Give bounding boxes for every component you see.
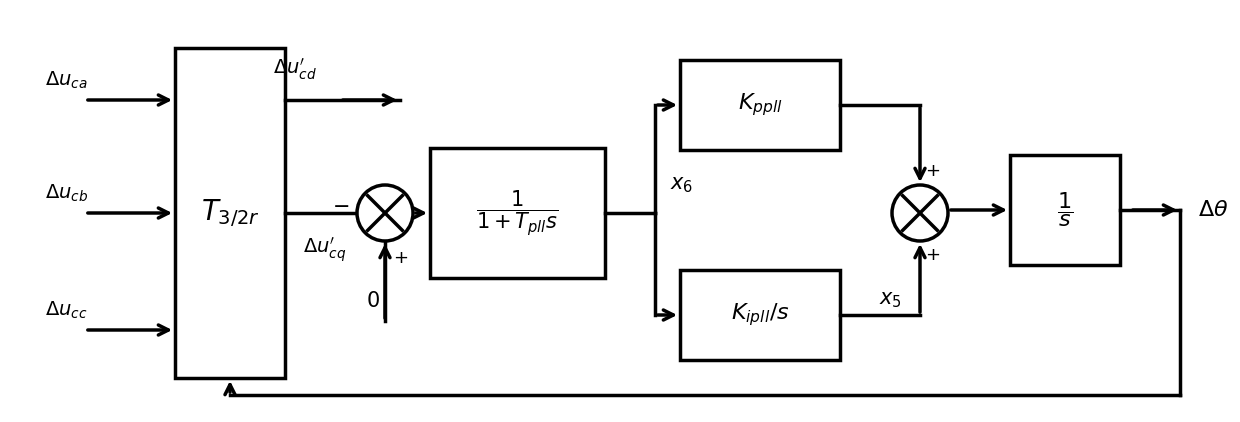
FancyBboxPatch shape: [1011, 155, 1120, 265]
Text: $0$: $0$: [366, 291, 379, 311]
Text: $x_6$: $x_6$: [670, 175, 693, 195]
Text: $\Delta u_{cb}$: $\Delta u_{cb}$: [45, 182, 88, 204]
Text: $\dfrac{1}{s}$: $\dfrac{1}{s}$: [1056, 190, 1073, 230]
FancyBboxPatch shape: [430, 148, 605, 278]
Text: $+$: $+$: [925, 246, 940, 264]
Circle shape: [892, 185, 949, 241]
FancyBboxPatch shape: [175, 48, 285, 378]
Text: $\dfrac{1}{1+T_{pll}s}$: $\dfrac{1}{1+T_{pll}s}$: [476, 188, 559, 238]
Text: $\Delta u_{cc}$: $\Delta u_{cc}$: [45, 299, 88, 321]
Text: $T_{3/2r}$: $T_{3/2r}$: [201, 197, 259, 229]
Text: $\Delta\theta$: $\Delta\theta$: [1198, 200, 1229, 220]
Circle shape: [357, 185, 413, 241]
Text: $\Delta u_{cd}^{\prime}$: $\Delta u_{cd}^{\prime}$: [273, 57, 317, 82]
FancyBboxPatch shape: [680, 270, 839, 360]
Text: $-$: $-$: [332, 195, 348, 215]
Text: $\Delta u_{cq}^{\prime}$: $\Delta u_{cq}^{\prime}$: [304, 235, 347, 264]
Text: $x_5$: $x_5$: [879, 290, 901, 310]
Text: $\Delta u_{ca}$: $\Delta u_{ca}$: [45, 69, 88, 91]
Text: $+$: $+$: [925, 162, 940, 180]
Text: $K_{ppll}$: $K_{ppll}$: [738, 92, 782, 119]
Text: $K_{ipll}/s$: $K_{ipll}/s$: [730, 302, 790, 328]
FancyBboxPatch shape: [680, 60, 839, 150]
Text: $+$: $+$: [393, 249, 408, 267]
